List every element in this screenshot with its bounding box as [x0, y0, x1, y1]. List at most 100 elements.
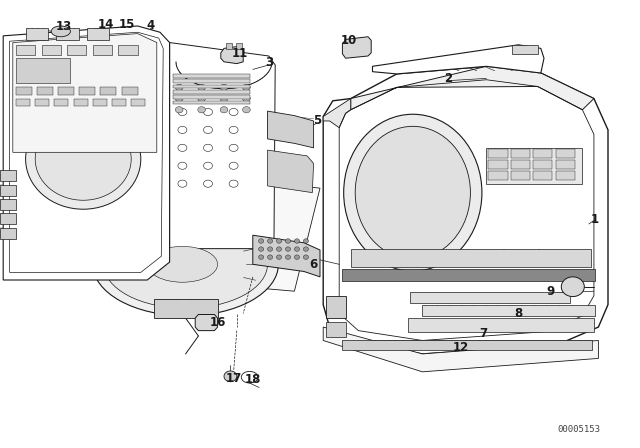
Bar	[533, 149, 552, 158]
Polygon shape	[253, 235, 320, 277]
Bar	[173, 95, 250, 99]
Ellipse shape	[175, 84, 183, 90]
Bar	[42, 45, 61, 55]
Text: 12: 12	[452, 340, 469, 354]
Ellipse shape	[175, 95, 183, 102]
Ellipse shape	[276, 239, 282, 243]
Polygon shape	[170, 43, 275, 249]
Bar	[0, 213, 16, 224]
Text: 16: 16	[209, 316, 226, 329]
Bar	[0, 199, 16, 210]
Polygon shape	[13, 34, 157, 152]
Text: 18: 18	[244, 373, 261, 387]
Bar	[533, 171, 552, 180]
Polygon shape	[195, 314, 218, 331]
Ellipse shape	[220, 95, 228, 102]
Bar	[67, 45, 86, 55]
Bar	[0, 170, 16, 181]
Bar	[173, 90, 250, 94]
Text: 9: 9	[547, 284, 554, 298]
Bar	[511, 160, 530, 169]
Polygon shape	[268, 150, 314, 193]
Polygon shape	[35, 157, 320, 291]
Polygon shape	[351, 66, 594, 110]
Ellipse shape	[276, 247, 282, 251]
Bar	[93, 99, 107, 106]
Ellipse shape	[259, 255, 264, 259]
Ellipse shape	[93, 213, 278, 316]
Bar	[173, 85, 250, 88]
Polygon shape	[323, 327, 598, 372]
Ellipse shape	[243, 84, 250, 90]
Bar	[131, 99, 145, 106]
Text: 00005153: 00005153	[557, 425, 601, 434]
Text: 8: 8	[515, 307, 522, 320]
Text: 5: 5	[313, 114, 321, 128]
Ellipse shape	[285, 255, 291, 259]
Text: 4: 4	[147, 19, 154, 33]
Ellipse shape	[294, 239, 300, 243]
Bar	[26, 28, 48, 40]
Ellipse shape	[268, 247, 273, 251]
Bar	[74, 99, 88, 106]
Bar	[58, 87, 74, 95]
Ellipse shape	[220, 107, 228, 113]
Ellipse shape	[259, 239, 264, 243]
Polygon shape	[342, 37, 371, 58]
Bar	[56, 28, 79, 40]
Bar	[556, 160, 575, 169]
Ellipse shape	[303, 239, 308, 243]
Ellipse shape	[243, 107, 250, 113]
Bar	[0, 228, 16, 239]
Bar	[93, 45, 112, 55]
Ellipse shape	[268, 255, 273, 259]
Polygon shape	[154, 299, 218, 318]
Ellipse shape	[243, 95, 250, 102]
Text: 11: 11	[232, 47, 248, 60]
Text: 13: 13	[56, 20, 72, 34]
Ellipse shape	[175, 107, 183, 113]
Ellipse shape	[294, 247, 300, 251]
Ellipse shape	[294, 255, 300, 259]
Ellipse shape	[224, 371, 237, 382]
Bar	[533, 160, 552, 169]
Ellipse shape	[285, 239, 291, 243]
Bar	[54, 99, 68, 106]
Ellipse shape	[220, 84, 228, 90]
Bar	[326, 322, 346, 337]
Bar	[118, 45, 138, 55]
Bar	[87, 28, 109, 40]
Text: 6: 6	[310, 258, 317, 271]
Bar	[35, 99, 49, 106]
Bar	[173, 79, 250, 83]
Bar	[408, 318, 594, 332]
Ellipse shape	[198, 107, 205, 113]
Bar	[226, 43, 232, 49]
Ellipse shape	[303, 255, 308, 259]
Ellipse shape	[198, 84, 205, 90]
Bar	[37, 87, 53, 95]
Bar	[351, 249, 591, 267]
Bar	[488, 160, 508, 169]
Bar	[16, 58, 70, 83]
Bar	[422, 305, 595, 316]
Bar	[236, 43, 242, 49]
Bar	[488, 171, 508, 180]
Ellipse shape	[303, 247, 308, 251]
Bar	[100, 87, 116, 95]
Bar	[556, 171, 575, 180]
Text: 14: 14	[97, 18, 114, 31]
Bar	[122, 87, 138, 95]
Bar	[16, 45, 35, 55]
Text: 2: 2	[444, 72, 452, 85]
Polygon shape	[268, 111, 314, 148]
Ellipse shape	[51, 26, 70, 37]
Ellipse shape	[104, 220, 268, 308]
Ellipse shape	[344, 114, 482, 271]
Bar	[342, 269, 595, 281]
Text: 7: 7	[479, 327, 487, 340]
Bar	[112, 99, 126, 106]
Bar	[0, 185, 16, 196]
Bar	[173, 74, 250, 78]
Polygon shape	[221, 47, 243, 64]
